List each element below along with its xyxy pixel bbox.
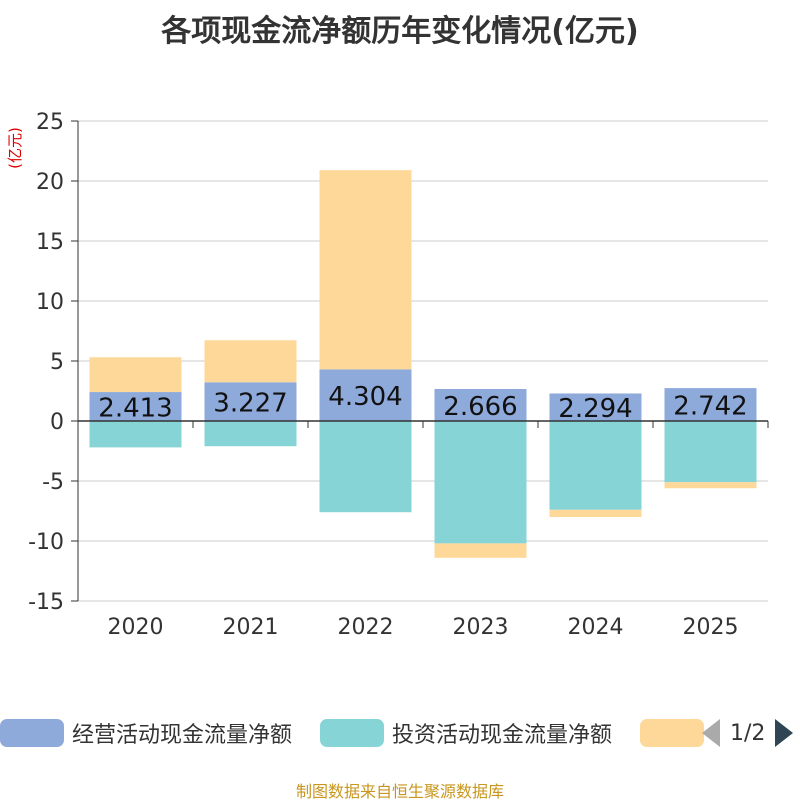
legend-label-operating: 经营活动现金流量净额 bbox=[72, 723, 293, 748]
legend-next-arrow-icon[interactable] bbox=[775, 719, 794, 747]
bar-operating-2021 bbox=[204, 382, 297, 421]
bar-financing-2024 bbox=[549, 509, 642, 517]
legend-page-indicator: 1/2 bbox=[730, 720, 766, 746]
data-label: 3.227 bbox=[213, 389, 287, 419]
bar-operating-2020 bbox=[89, 392, 182, 421]
data-source-note: 制图数据来自恒生聚源数据库 bbox=[295, 782, 504, 801]
x-tick-label: 2024 bbox=[568, 615, 624, 640]
chart-title: 各项现金流净额历年变化情况(亿元) bbox=[161, 14, 639, 49]
bar-investing-2020 bbox=[89, 421, 182, 448]
legend-pager: 1/2 bbox=[702, 713, 794, 753]
bar-operating-2022 bbox=[319, 369, 412, 421]
x-tick-label: 2021 bbox=[223, 615, 279, 640]
bar-investing-2025 bbox=[664, 421, 757, 483]
data-label: 2.413 bbox=[98, 394, 172, 424]
y-tick-label: 10 bbox=[36, 290, 64, 315]
x-tick-label: 2020 bbox=[108, 615, 164, 640]
bar-investing-2023 bbox=[434, 421, 527, 544]
legend-swatch-financing bbox=[640, 719, 704, 747]
legend-label-investing: 投资活动现金流量净额 bbox=[392, 723, 613, 748]
legend-item-operating[interactable]: 经营活动现金流量净额 bbox=[0, 713, 292, 753]
bar-financing-2020 bbox=[89, 357, 182, 393]
x-tick-label: 2025 bbox=[683, 615, 739, 640]
data-label: 2.294 bbox=[558, 394, 632, 424]
x-tick-label: 2022 bbox=[338, 615, 394, 640]
y-tick-label: 20 bbox=[36, 170, 64, 195]
legend-swatch-investing bbox=[320, 719, 384, 747]
y-tick-label: 5 bbox=[50, 350, 64, 375]
bar-investing-2021 bbox=[204, 421, 297, 447]
x-tick-label: 2023 bbox=[453, 615, 509, 640]
data-label: 4.304 bbox=[328, 382, 402, 412]
y-tick-label: 15 bbox=[36, 230, 64, 255]
y-tick-label: -15 bbox=[28, 590, 64, 615]
bar-operating-2023 bbox=[434, 389, 527, 421]
y-axis-title: (亿元) bbox=[6, 127, 24, 169]
legend-prev-arrow-icon[interactable] bbox=[702, 719, 720, 747]
data-label: 2.742 bbox=[673, 392, 747, 422]
bar-operating-2025 bbox=[664, 388, 757, 421]
bar-investing-2022 bbox=[319, 421, 412, 513]
y-tick-label: 25 bbox=[36, 110, 64, 135]
bar-financing-2025 bbox=[664, 482, 757, 489]
bar-financing-2023 bbox=[434, 543, 527, 558]
legend-swatch-operating bbox=[0, 719, 64, 747]
y-tick-label: 0 bbox=[50, 410, 64, 435]
bar-investing-2024 bbox=[549, 421, 642, 510]
bar-financing-2022 bbox=[319, 170, 412, 370]
legend: 经营活动现金流量净额 投资活动现金流量净额 1/2 bbox=[0, 713, 800, 753]
y-tick-label: -10 bbox=[28, 530, 64, 555]
y-tick-label: -5 bbox=[42, 470, 64, 495]
cash-flow-chart: 25 20 15 10 5 0 -5 -10 -15 (亿元) 2.413 2020 3.227 2021… bbox=[6, 110, 769, 640]
bar-financing-2021 bbox=[204, 340, 297, 383]
legend-item-investing[interactable]: 投资活动现金流量净额 bbox=[320, 713, 612, 753]
bar-operating-2024 bbox=[549, 393, 642, 421]
data-label: 2.666 bbox=[443, 392, 517, 422]
legend-item-financing[interactable] bbox=[640, 713, 704, 753]
